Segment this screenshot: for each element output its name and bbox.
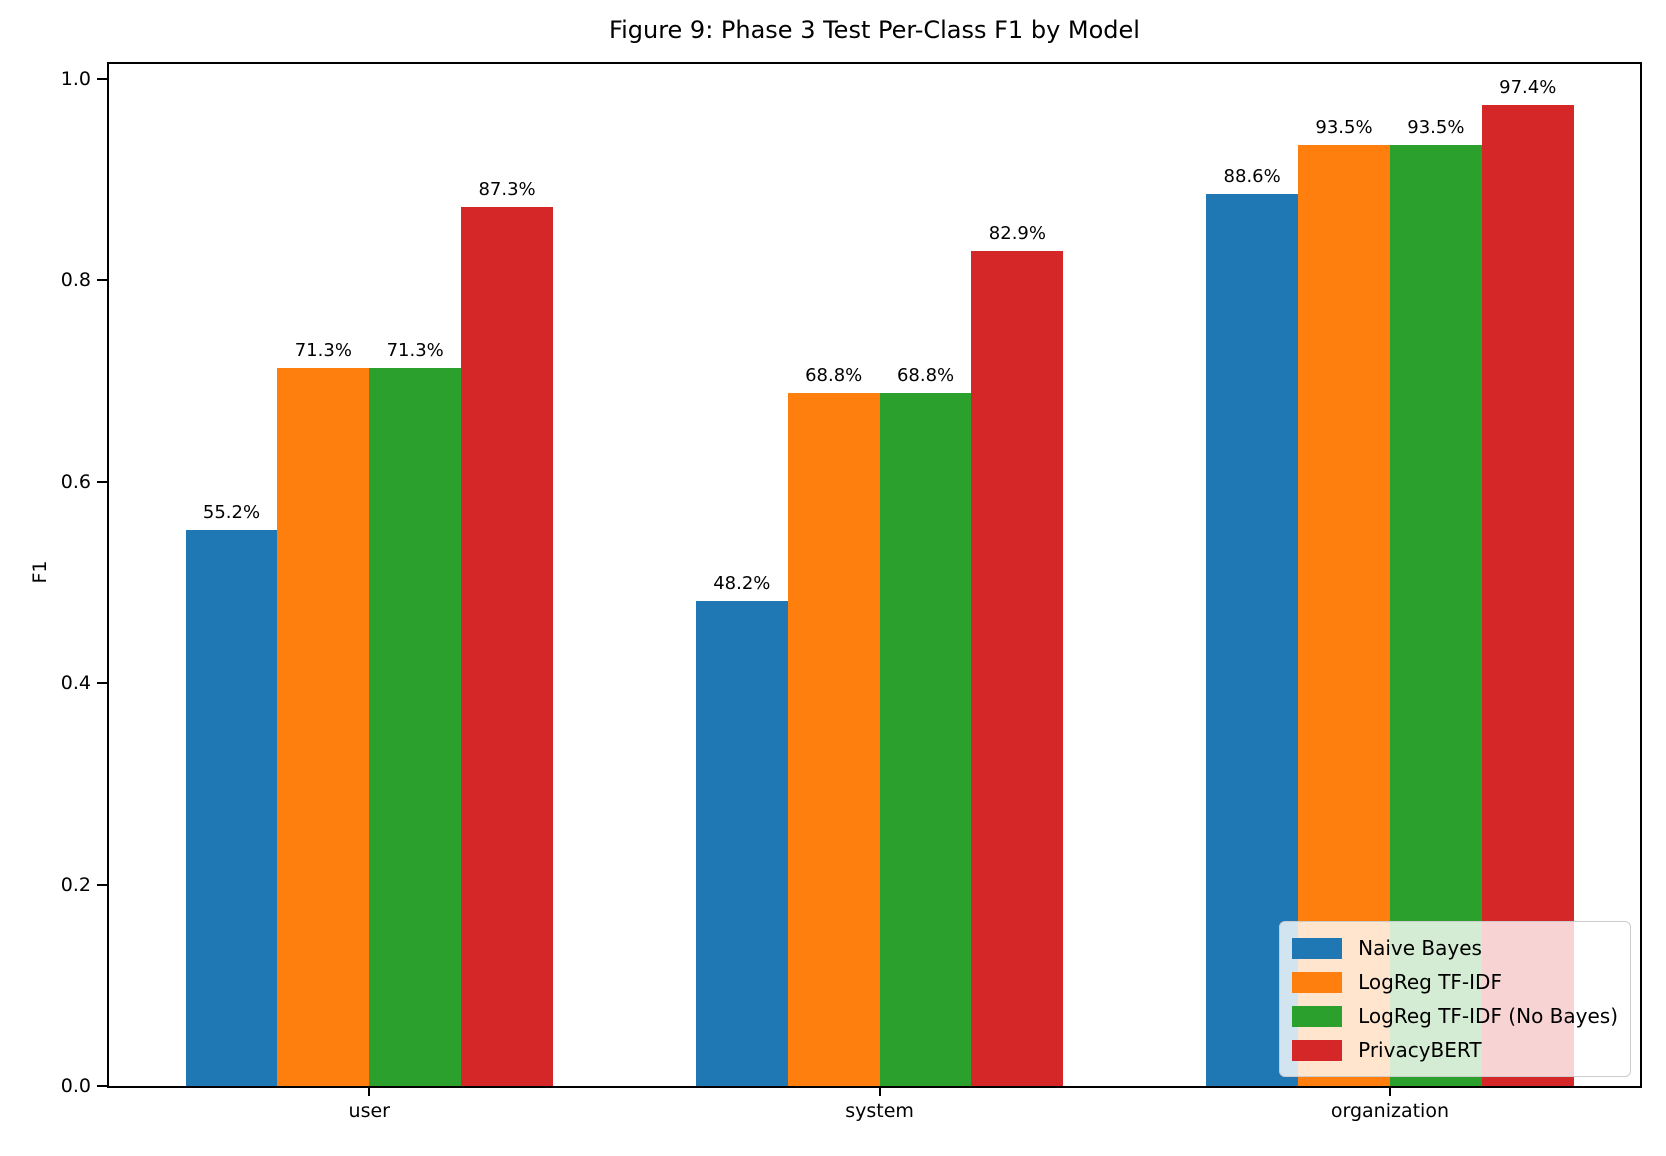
y-tick-mark (97, 78, 107, 81)
bar (787, 393, 880, 1086)
x-tick-mark (878, 1086, 881, 1096)
bar-value-label: 71.3% (386, 340, 444, 362)
legend-label: LogReg TF-IDF (No Bayes) (1358, 1004, 1618, 1028)
plot-area: 0.0 0.2 0.4 0.6 0.8 1.0 55.2% 71.3% 71.3% 87.3% 4… (61, 62, 1642, 1122)
bar-value-label: 82.9% (988, 223, 1046, 245)
bar (695, 600, 788, 1086)
legend-swatch (1292, 971, 1343, 993)
legend-item: PrivacyBERT (1292, 1033, 1618, 1067)
legend-item: Naive Bayes (1292, 931, 1618, 965)
bar-value-label: 87.3% (478, 178, 536, 200)
y-tick-mark (97, 480, 107, 483)
bar-value-label: 68.8% (896, 365, 955, 387)
y-tick-mark (97, 682, 107, 685)
bar (185, 530, 278, 1086)
bar (461, 206, 553, 1086)
x-tick-label: system (845, 1100, 914, 1122)
y-tick-label: 0.2 (60, 873, 91, 896)
legend-swatch (1292, 937, 1343, 959)
chart-title: Figure 9: Phase 3 Test Per-Class F1 by M… (609, 16, 1140, 44)
bar (277, 368, 370, 1086)
y-tick-mark (97, 883, 107, 886)
legend-item: LogReg TF-IDF (No Bayes) (1292, 999, 1618, 1033)
y-tick-label: 0.6 (60, 470, 91, 493)
x-tick-label: user (348, 1100, 390, 1122)
y-tick-label: 0.8 (60, 269, 91, 292)
y-axis-label: F1 (29, 560, 51, 584)
bar-value-label: 97.4% (1499, 77, 1557, 99)
legend-label: PrivacyBERT (1358, 1038, 1482, 1062)
bar-value-label: 68.8% (805, 365, 863, 387)
legend-swatch (1292, 1039, 1343, 1061)
bar-value-label: 71.3% (294, 340, 352, 362)
bar (879, 393, 972, 1086)
legend-swatch (1292, 1005, 1343, 1027)
legend-label: Naive Bayes (1358, 936, 1482, 960)
y-tick-mark (97, 279, 107, 282)
legend-label: LogReg TF-IDF (1358, 970, 1502, 994)
bar (971, 251, 1064, 1086)
x-tick-mark (1388, 1086, 1391, 1096)
legend: Naive Bayes LogReg TF-IDF LogReg TF-IDF (N… (1279, 921, 1631, 1077)
bar-value-label: 55.2% (202, 502, 261, 524)
y-tick-label: 0.4 (60, 672, 91, 695)
x-tick-mark (368, 1086, 371, 1096)
y-tick-mark (97, 1085, 107, 1087)
y-tick-label: 1.0 (60, 68, 91, 91)
bar-value-label: 93.5% (1407, 116, 1465, 138)
bar-value-label: 48.2% (713, 572, 771, 594)
bar-value-label: 93.5% (1315, 116, 1373, 138)
bar-value-label: 88.6% (1223, 165, 1281, 187)
bar (369, 368, 462, 1086)
y-tick-label: 0.0 (60, 1075, 91, 1097)
x-tick-label: organization (1330, 1100, 1449, 1122)
legend-item: LogReg TF-IDF (1292, 965, 1618, 999)
